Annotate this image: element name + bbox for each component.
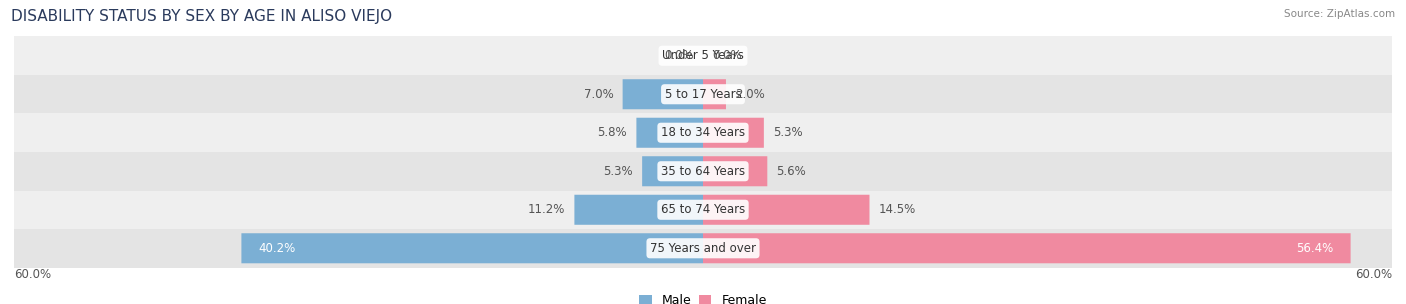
Text: 14.5%: 14.5% [879,203,915,216]
Text: 5.8%: 5.8% [598,126,627,139]
Text: 5.3%: 5.3% [773,126,803,139]
Text: 11.2%: 11.2% [527,203,565,216]
FancyBboxPatch shape [575,195,703,225]
FancyBboxPatch shape [703,79,725,109]
Bar [14,229,1392,268]
Text: 60.0%: 60.0% [14,268,51,281]
Text: 5.3%: 5.3% [603,165,633,178]
Text: 75 Years and over: 75 Years and over [650,242,756,255]
Text: 0.0%: 0.0% [664,49,693,62]
FancyBboxPatch shape [703,156,768,186]
FancyBboxPatch shape [242,233,703,263]
Text: 35 to 64 Years: 35 to 64 Years [661,165,745,178]
Text: 5.6%: 5.6% [776,165,806,178]
FancyBboxPatch shape [703,195,869,225]
Text: DISABILITY STATUS BY SEX BY AGE IN ALISO VIEJO: DISABILITY STATUS BY SEX BY AGE IN ALISO… [11,9,392,24]
FancyBboxPatch shape [643,156,703,186]
Text: Under 5 Years: Under 5 Years [662,49,744,62]
Bar [14,36,1392,75]
FancyBboxPatch shape [703,118,763,148]
Text: 65 to 74 Years: 65 to 74 Years [661,203,745,216]
Bar [14,113,1392,152]
Text: 2.0%: 2.0% [735,88,765,101]
Text: 0.0%: 0.0% [713,49,742,62]
Bar [14,191,1392,229]
Bar [14,75,1392,113]
Text: 56.4%: 56.4% [1296,242,1333,255]
Text: 40.2%: 40.2% [259,242,295,255]
Legend: Male, Female: Male, Female [634,289,772,304]
Text: 7.0%: 7.0% [583,88,613,101]
FancyBboxPatch shape [623,79,703,109]
FancyBboxPatch shape [637,118,703,148]
FancyBboxPatch shape [703,233,1351,263]
Text: Source: ZipAtlas.com: Source: ZipAtlas.com [1284,9,1395,19]
Text: 5 to 17 Years: 5 to 17 Years [665,88,741,101]
Text: 60.0%: 60.0% [1355,268,1392,281]
Text: 18 to 34 Years: 18 to 34 Years [661,126,745,139]
Bar [14,152,1392,191]
